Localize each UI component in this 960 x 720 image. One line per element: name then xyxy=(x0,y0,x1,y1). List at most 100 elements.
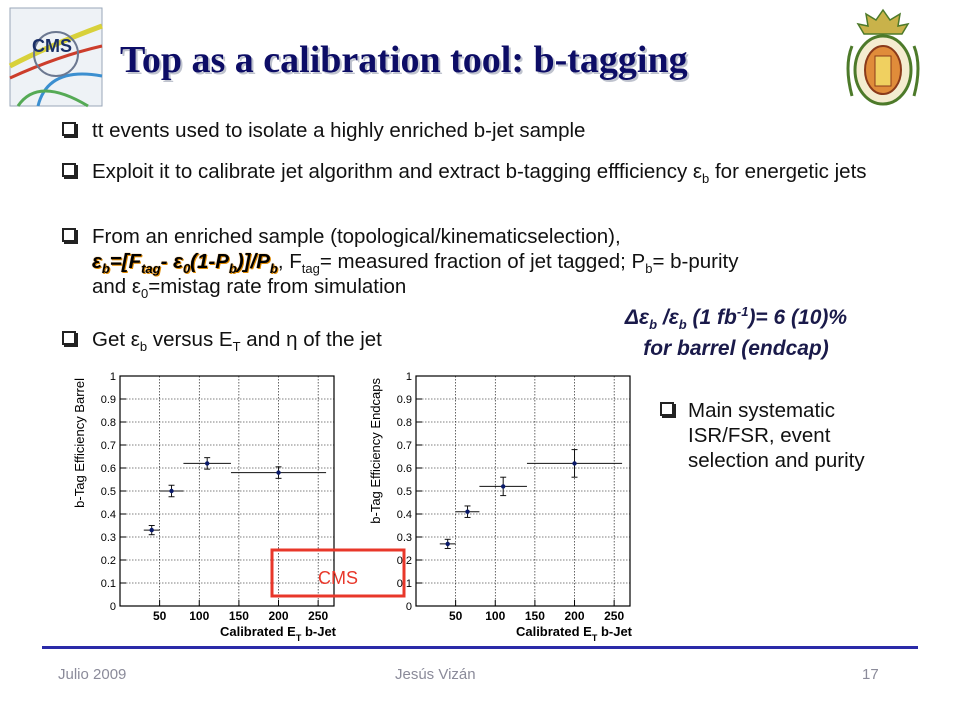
cms-label: CMS xyxy=(318,568,358,588)
y-axis-label: b-Tag Efficiency Barrel xyxy=(72,378,87,508)
bullet-text: Main systematic ISR/FSR, event selection… xyxy=(688,399,865,472)
y-tick-label: 0.7 xyxy=(397,440,412,452)
callout-part: Δε xyxy=(624,306,650,329)
bullet-subscript: b xyxy=(702,171,710,187)
callout-part: /ε xyxy=(657,306,679,329)
y-tick-label: 0.4 xyxy=(397,509,412,521)
callout-sub: b xyxy=(649,317,658,333)
x-tick-label: 200 xyxy=(269,609,289,623)
bullet-subscript: b xyxy=(139,339,148,355)
y-tick-label: 1 xyxy=(110,371,116,383)
cms-logo-icon: CMS xyxy=(8,7,103,108)
y-tick-label: 0.8 xyxy=(397,417,412,429)
formula-sub: 0 xyxy=(182,261,191,277)
bullet-subscript: 0 xyxy=(141,286,149,302)
bullet-text-part: Get ε xyxy=(92,328,140,351)
bullet-subscript: T xyxy=(232,339,241,355)
university-crest-icon xyxy=(846,8,920,106)
data-point xyxy=(500,484,506,489)
callout-part: )= 6 (10)% xyxy=(748,306,848,329)
y-axis-label: b-Tag Efficiency Endcaps xyxy=(368,378,383,524)
checkbox-bullet-icon xyxy=(660,402,674,416)
formula-sub: b xyxy=(269,261,278,277)
callout-part: (1 fb xyxy=(686,306,737,329)
callout-line: for barrel (endcap) xyxy=(643,337,829,360)
bullet-text-part: , F xyxy=(277,250,302,273)
cms-label-box xyxy=(270,548,406,598)
data-point xyxy=(572,461,577,466)
y-tick-label: 0.2 xyxy=(101,555,116,567)
formula-part: ε xyxy=(92,250,102,273)
bullet-line: and ε0=mistag rate from simulation xyxy=(92,274,952,302)
formula-part: )]/P xyxy=(236,250,270,273)
x-tick-label: 50 xyxy=(153,609,167,623)
bullet-text: tt events used to isolate a highly enric… xyxy=(92,119,586,142)
efficiency-uncertainty-callout: Δεb /εb (1 fb-1)= 6 (10)% for barrel (en… xyxy=(556,302,916,364)
x-tick-label: 100 xyxy=(485,609,505,623)
y-tick-label: 0 xyxy=(110,601,116,613)
y-tick-label: 0.1 xyxy=(101,578,116,590)
checkbox-bullet-icon xyxy=(62,163,76,177)
checkbox-bullet-icon xyxy=(62,228,76,242)
y-tick-label: 0.3 xyxy=(101,532,116,544)
svg-text:CMS: CMS xyxy=(32,36,72,56)
efficiency-formula: εb=[Ftag- ε0(1-Pb)]/Pb xyxy=(92,250,278,277)
data-point xyxy=(276,470,281,475)
bullet-text-part: = measured fraction of jet tagged; P xyxy=(319,250,646,273)
y-tick-label: 0.6 xyxy=(101,463,116,475)
x-tick-label: 100 xyxy=(189,609,209,623)
checkbox-bullet-icon xyxy=(62,331,76,345)
x-tick-label: 150 xyxy=(229,609,249,623)
data-point xyxy=(149,527,154,533)
plot-frame xyxy=(415,375,631,607)
y-tick-label: 0.9 xyxy=(101,394,116,406)
formula-sub: b xyxy=(228,261,237,277)
bullet-text-part: for energetic jets xyxy=(709,160,867,183)
y-tick-label: 0.5 xyxy=(397,486,412,498)
bullet-text: From an enriched sample (topological/kin… xyxy=(92,224,952,302)
bullet-text-part: =mistag rate from simulation xyxy=(148,275,407,298)
footer-page-number: 17 xyxy=(862,666,879,683)
y-tick-label: 0.9 xyxy=(397,394,412,406)
y-tick-label: 0.5 xyxy=(101,486,116,498)
callout-line: Δεb /εb (1 fb-1)= 6 (10)% xyxy=(556,302,916,333)
x-tick-label: 200 xyxy=(565,609,585,623)
bullet-text: Exploit it to calibrate jet algorithm an… xyxy=(92,159,942,187)
slide-title: Top as a calibration tool: b-tagging xyxy=(120,39,688,81)
y-tick-label: 1 xyxy=(406,371,412,383)
formula-sub: b xyxy=(101,261,110,277)
bullet-text-part: and ε xyxy=(92,275,142,298)
bullet-line: εb=[Ftag- ε0(1-Pb)]/Pb, Ftag= measured f… xyxy=(92,249,952,277)
x-axis-label: Calibrated ET b-Jet xyxy=(516,624,633,643)
plot-frame xyxy=(119,375,335,607)
x-tick-label: 250 xyxy=(308,609,328,623)
bullet-text-part: versus E xyxy=(147,328,233,351)
formula-part: - ε xyxy=(160,250,183,273)
y-tick-label: 0.6 xyxy=(397,463,412,475)
bullet-text-part: = b-purity xyxy=(652,250,739,273)
footer-rule xyxy=(42,646,918,649)
x-tick-label: 150 xyxy=(525,609,545,623)
y-tick-label: 0.7 xyxy=(101,440,116,452)
y-tick-label: 0.4 xyxy=(101,509,116,521)
bullet-text: Get εb versus ET and η of the jet xyxy=(92,327,522,355)
bullet-subscript: tag xyxy=(301,261,320,277)
bullet-line: From an enriched sample (topological/kin… xyxy=(92,225,621,248)
callout-sup: -1 xyxy=(736,304,749,319)
bullet-text-part: Exploit it to calibrate jet algorithm an… xyxy=(92,160,703,183)
bullet-subscript: b xyxy=(645,261,653,277)
callout-sub: b xyxy=(678,317,687,333)
formula-sub: tag xyxy=(141,261,161,277)
footer-author: Jesús Vizán xyxy=(395,666,476,683)
x-tick-label: 50 xyxy=(449,609,463,623)
data-point xyxy=(465,509,470,514)
formula-part: =[F xyxy=(109,250,142,273)
formula-part: (1-P xyxy=(190,250,229,273)
x-tick-label: 250 xyxy=(604,609,624,623)
x-axis-label: Calibrated ET b-Jet xyxy=(220,624,337,643)
y-tick-label: 0.8 xyxy=(101,417,116,429)
bullet-text-part: and η of the jet xyxy=(240,328,382,351)
